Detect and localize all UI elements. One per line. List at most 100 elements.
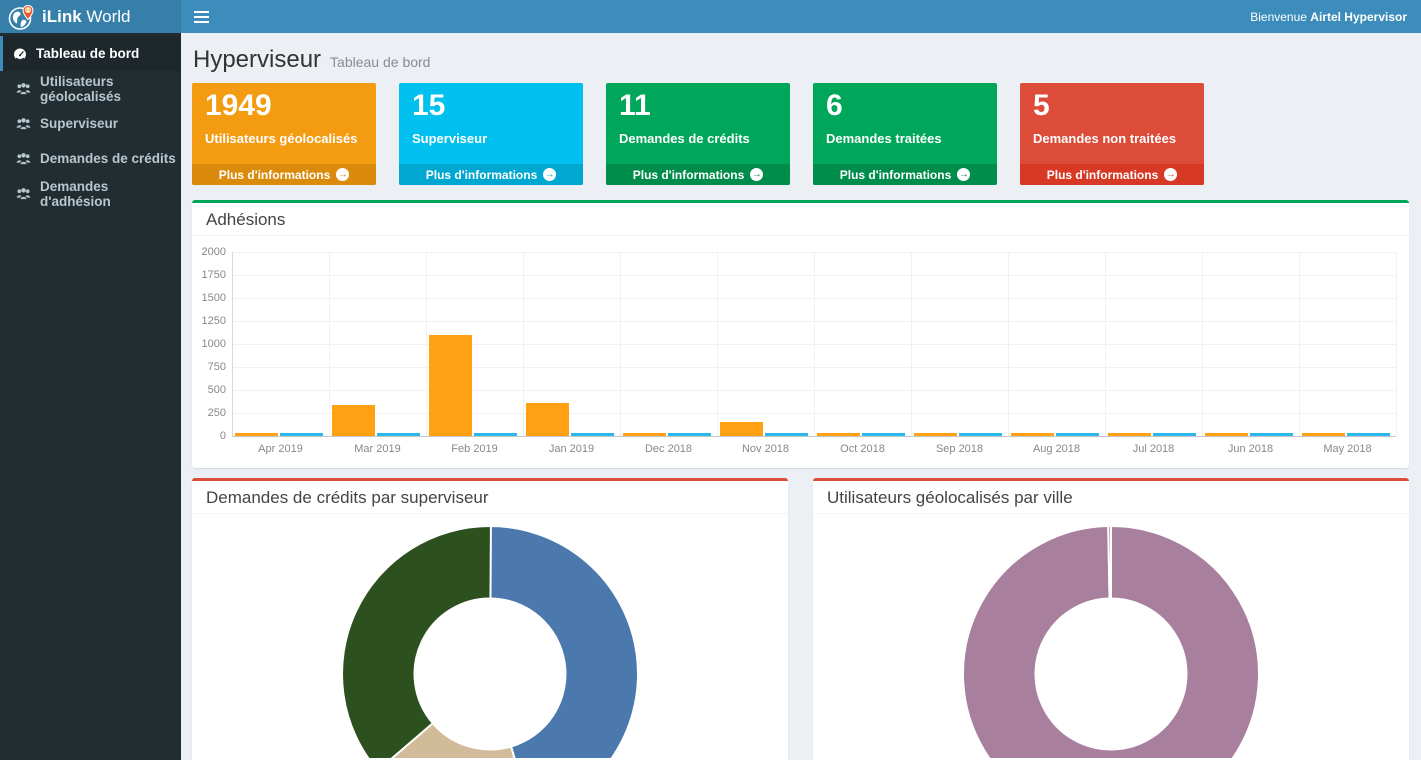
y-axis-tick-label: 1000 <box>201 338 226 350</box>
top-navbar: Bienvenue Airtel Hypervisor <box>181 0 1421 33</box>
users-by-city-donut <box>813 514 1409 758</box>
x-axis-tick-label: Mar 2019 <box>354 443 401 455</box>
bar-Jun 2018 <box>1250 433 1293 436</box>
main-content: Hyperviseur Tableau de bord 1949 Utilisa… <box>181 33 1421 760</box>
more-info-link[interactable]: Plus d'informations → <box>192 164 376 185</box>
sidebar: $ iLink World Tableau de bord Utilisateu… <box>0 0 181 760</box>
credits-by-supervisor-card: Demandes de crédits par superviseur <box>192 478 788 760</box>
more-info-link[interactable]: Plus d'informations → <box>1020 164 1204 185</box>
bar-Jun 2018 <box>1205 433 1248 436</box>
sidebar-item-label: Demandes de crédits <box>40 151 176 166</box>
welcome-text[interactable]: Bienvenue Airtel Hypervisor <box>1250 9 1407 24</box>
bar-Jan 2019 <box>526 402 569 436</box>
credits-by-supervisor-donut <box>192 514 788 758</box>
stat-label: Demandes non traitées <box>1033 130 1177 146</box>
stat-label: Demandes de crédits <box>619 130 750 146</box>
sidebar-item-tableau-de-bord[interactable]: Tableau de bord <box>0 36 181 71</box>
stat-cards-row: 1949 Utilisateurs géolocalisés Plus d'in… <box>192 83 1409 185</box>
bar-Sep 2018 <box>914 433 957 436</box>
chart-title: Utilisateurs géolocalisés par ville <box>813 481 1409 514</box>
page-subtitle: Tableau de bord <box>330 54 431 70</box>
adhesions-chart-card: Adhésions 0 250 500 750 1000 1250 1500 1750 2000… <box>192 200 1409 468</box>
gridline <box>426 252 427 436</box>
page-header: Hyperviseur Tableau de bord <box>193 46 1409 74</box>
more-info-link[interactable]: Plus d'informations → <box>399 164 583 185</box>
sidebar-item-superviseur[interactable]: Superviseur <box>0 106 181 141</box>
x-axis-tick-label: Jan 2019 <box>548 443 595 455</box>
hamburger-icon[interactable] <box>181 0 221 33</box>
bar-Jul 2018 <box>1153 433 1196 436</box>
bar-Mar 2019 <box>332 404 375 436</box>
stat-value: 15 <box>412 89 446 122</box>
bar-Jul 2018 <box>1108 433 1151 436</box>
gridline <box>232 252 233 436</box>
sidebar-menu: Tableau de bord Utilisateurs géolocalisé… <box>0 33 181 211</box>
arrow-circle-right-icon: → <box>750 168 764 181</box>
bar-Apr 2019 <box>280 433 323 436</box>
sidebar-item-demandes-de-credits[interactable]: Demandes de crédits <box>0 141 181 176</box>
x-axis-tick-label: Aug 2018 <box>1032 443 1081 455</box>
sidebar-item-demandes-adhesion[interactable]: Demandes d'adhésion <box>0 176 181 211</box>
adhesions-bar-chart: 0 250 500 750 1000 1250 1500 1750 2000 Apr 2019 Ma… <box>192 236 1409 467</box>
donut-segment <box>341 525 492 758</box>
stat-label: Demandes traitées <box>826 130 942 146</box>
gridline <box>1008 252 1009 436</box>
gridline <box>620 252 621 436</box>
stat-card-demandes-de-credits: 11 Demandes de crédits Plus d'informatio… <box>606 83 790 185</box>
bar-Nov 2018 <box>765 433 808 436</box>
gridline <box>717 252 718 436</box>
gridline <box>1202 252 1203 436</box>
gridline <box>911 252 912 436</box>
donut-chart <box>341 524 639 758</box>
sidebar-item-label: Superviseur <box>40 116 119 131</box>
arrow-circle-right-icon: → <box>1164 168 1178 181</box>
stat-value: 11 <box>619 89 651 122</box>
arrow-circle-right-icon: → <box>336 168 350 181</box>
arrow-circle-right-icon: → <box>543 168 557 181</box>
stat-value: 1949 <box>205 89 272 122</box>
bar-May 2018 <box>1302 433 1345 436</box>
users-icon <box>16 118 31 130</box>
stat-value: 6 <box>826 89 843 122</box>
bar-Dec 2018 <box>623 433 666 436</box>
bar-Aug 2018 <box>1056 433 1099 436</box>
y-axis-tick-label: 750 <box>207 361 226 373</box>
more-info-link[interactable]: Plus d'informations → <box>606 164 790 185</box>
sidebar-item-label: Demandes d'adhésion <box>40 178 111 209</box>
page-title: Hyperviseur <box>193 46 322 73</box>
y-axis-tick-label: 500 <box>207 384 226 396</box>
stat-value: 5 <box>1033 89 1050 122</box>
donut-chart <box>962 524 1260 758</box>
y-axis-tick-label: 2000 <box>201 246 226 258</box>
sidebar-item-utilisateurs-geolocalises[interactable]: Utilisateurs géolocalisés <box>0 71 181 106</box>
x-axis-tick-label: Apr 2019 <box>258 443 303 455</box>
bar-Feb 2019 <box>474 433 517 436</box>
brand-logo[interactable]: $ iLink World <box>0 0 181 33</box>
chart-title: Adhésions <box>192 203 1409 236</box>
gridline <box>232 436 1396 437</box>
gridline <box>1396 252 1397 436</box>
arrow-circle-right-icon: → <box>957 168 971 181</box>
gridline <box>1105 252 1106 436</box>
stat-card-superviseur: 15 Superviseur Plus d'informations → <box>399 83 583 185</box>
bar-Aug 2018 <box>1011 433 1054 436</box>
donut-segment <box>489 524 639 758</box>
donut-cards-row: Demandes de crédits par superviseur Util… <box>192 478 1409 760</box>
y-axis-tick-label: 0 <box>219 430 226 442</box>
bar-Oct 2018 <box>862 433 905 436</box>
more-info-link[interactable]: Plus d'informations → <box>813 164 997 185</box>
users-icon <box>16 153 31 165</box>
x-axis-tick-label: Feb 2019 <box>451 443 498 455</box>
bar-Dec 2018 <box>668 433 711 436</box>
bar-Nov 2018 <box>720 422 763 436</box>
gridline <box>329 252 330 436</box>
chart-title: Demandes de crédits par superviseur <box>192 481 788 514</box>
sidebar-item-label: Tableau de bord <box>36 46 140 61</box>
users-icon <box>16 188 31 200</box>
bar-Jan 2019 <box>571 433 614 436</box>
donut-segment <box>962 524 1260 758</box>
y-axis-tick-label: 250 <box>207 407 226 419</box>
stat-label: Superviseur <box>412 130 488 146</box>
brand-name: iLink World <box>42 6 131 26</box>
gridline <box>1299 252 1300 436</box>
